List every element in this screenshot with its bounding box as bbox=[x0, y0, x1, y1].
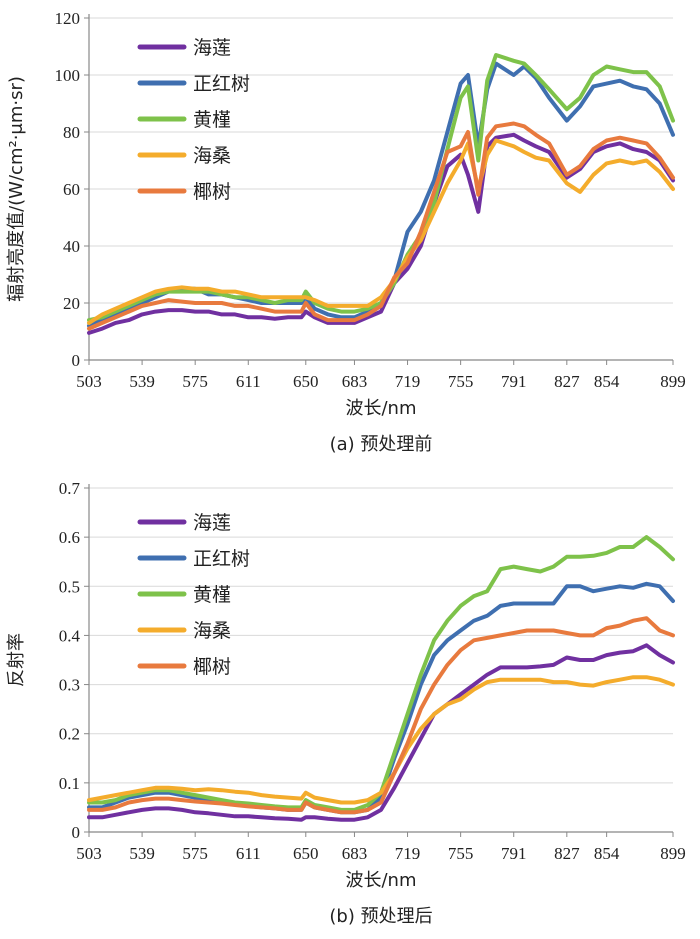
series-line bbox=[87, 121, 675, 331]
x-tick-label: 650 bbox=[293, 844, 319, 863]
x-tick-label: 791 bbox=[501, 844, 527, 863]
y-tick-label: 40 bbox=[63, 237, 80, 256]
x-tick-label: 611 bbox=[236, 372, 261, 391]
x-tick-label: 575 bbox=[182, 372, 208, 391]
series-line bbox=[87, 535, 675, 812]
y-tick-label: 60 bbox=[63, 180, 80, 199]
x-tick-label: 539 bbox=[129, 372, 155, 391]
x-tick-label: 719 bbox=[395, 844, 421, 863]
x-tick-label: 755 bbox=[448, 844, 474, 863]
legend-label: 海莲 bbox=[193, 512, 231, 534]
y-tick-label: 0.1 bbox=[59, 774, 80, 793]
y-axis-title: 反射率 bbox=[6, 633, 27, 687]
chart-b-svg: 0 0.1 0.2 0.3 0.4 0.5 0.6 0.7 503 539 575 611 650 683… bbox=[6, 479, 686, 927]
y-axis-title: 辐射亮度值/(W/cm²·μm·sr) bbox=[6, 76, 27, 302]
y-tick-label: 0.5 bbox=[59, 577, 80, 596]
x-tick-label: 899 bbox=[660, 844, 686, 863]
x-tick-label: 575 bbox=[182, 844, 208, 863]
x-tick-label: 650 bbox=[293, 372, 319, 391]
chart-after-preprocessing: 0 0.1 0.2 0.3 0.4 0.5 0.6 0.7 503 539 575 611 650 683… bbox=[0, 470, 700, 939]
x-tick-label: 854 bbox=[594, 844, 620, 863]
y-tick-label: 0.4 bbox=[59, 626, 81, 645]
y-tick-label: 0.6 bbox=[59, 528, 80, 547]
legend-label: 海桑 bbox=[193, 145, 231, 167]
x-tick-label: 683 bbox=[342, 372, 368, 391]
chart-caption: (a) 预处理前 bbox=[330, 434, 433, 455]
series-line bbox=[87, 581, 675, 815]
series-line bbox=[87, 132, 675, 335]
y-tick-label: 100 bbox=[55, 66, 81, 85]
series-line bbox=[87, 675, 675, 805]
x-tick-label: 755 bbox=[448, 372, 474, 391]
x-tick-label: 719 bbox=[395, 372, 421, 391]
legend-label: 海莲 bbox=[193, 37, 231, 59]
legend-label: 海桑 bbox=[193, 620, 231, 642]
chart-before-preprocessing: 0 20 40 60 80 100 120 503 539 575 611 650 683 719 755 7… bbox=[6, 9, 686, 455]
y-tick-label: 0.2 bbox=[59, 725, 80, 744]
x-tick-label: 611 bbox=[236, 844, 261, 863]
series-line bbox=[87, 616, 675, 815]
y-tick-label: 0.3 bbox=[59, 676, 80, 695]
x-tick-label: 539 bbox=[129, 844, 155, 863]
legend-label: 黄槿 bbox=[193, 584, 231, 606]
chart-caption: (b) 预处理后 bbox=[329, 906, 432, 927]
x-tick-label: 791 bbox=[501, 372, 527, 391]
y-tick-label: 20 bbox=[63, 294, 80, 313]
legend-label: 黄槿 bbox=[193, 109, 231, 131]
x-axis-title: 波长/nm bbox=[345, 870, 416, 891]
x-tick-label: 503 bbox=[76, 372, 102, 391]
x-tick-label: 503 bbox=[76, 844, 102, 863]
y-tick-label: 0 bbox=[72, 351, 81, 370]
legend-label: 正红树 bbox=[193, 73, 250, 95]
x-tick-label: 683 bbox=[342, 844, 368, 863]
legend-label: 椰树 bbox=[193, 181, 231, 203]
y-tick-label: 0 bbox=[72, 823, 81, 842]
y-tick-label: 0.7 bbox=[59, 479, 81, 498]
y-tick-label: 80 bbox=[63, 123, 80, 142]
x-axis-title: 波长/nm bbox=[345, 398, 416, 419]
x-tick-label: 827 bbox=[554, 844, 580, 863]
chart-a-svg: 0 20 40 60 80 100 120 503 539 575 611 650 683 719 755 7… bbox=[6, 9, 686, 455]
x-tick-label: 827 bbox=[554, 372, 580, 391]
series-line bbox=[87, 643, 675, 822]
x-tick-label: 854 bbox=[594, 372, 620, 391]
series-line bbox=[87, 138, 675, 325]
x-tick-label: 899 bbox=[660, 372, 686, 391]
legend-label: 正红树 bbox=[193, 548, 250, 570]
legend-label: 椰树 bbox=[193, 656, 231, 678]
y-tick-label: 120 bbox=[55, 9, 81, 28]
